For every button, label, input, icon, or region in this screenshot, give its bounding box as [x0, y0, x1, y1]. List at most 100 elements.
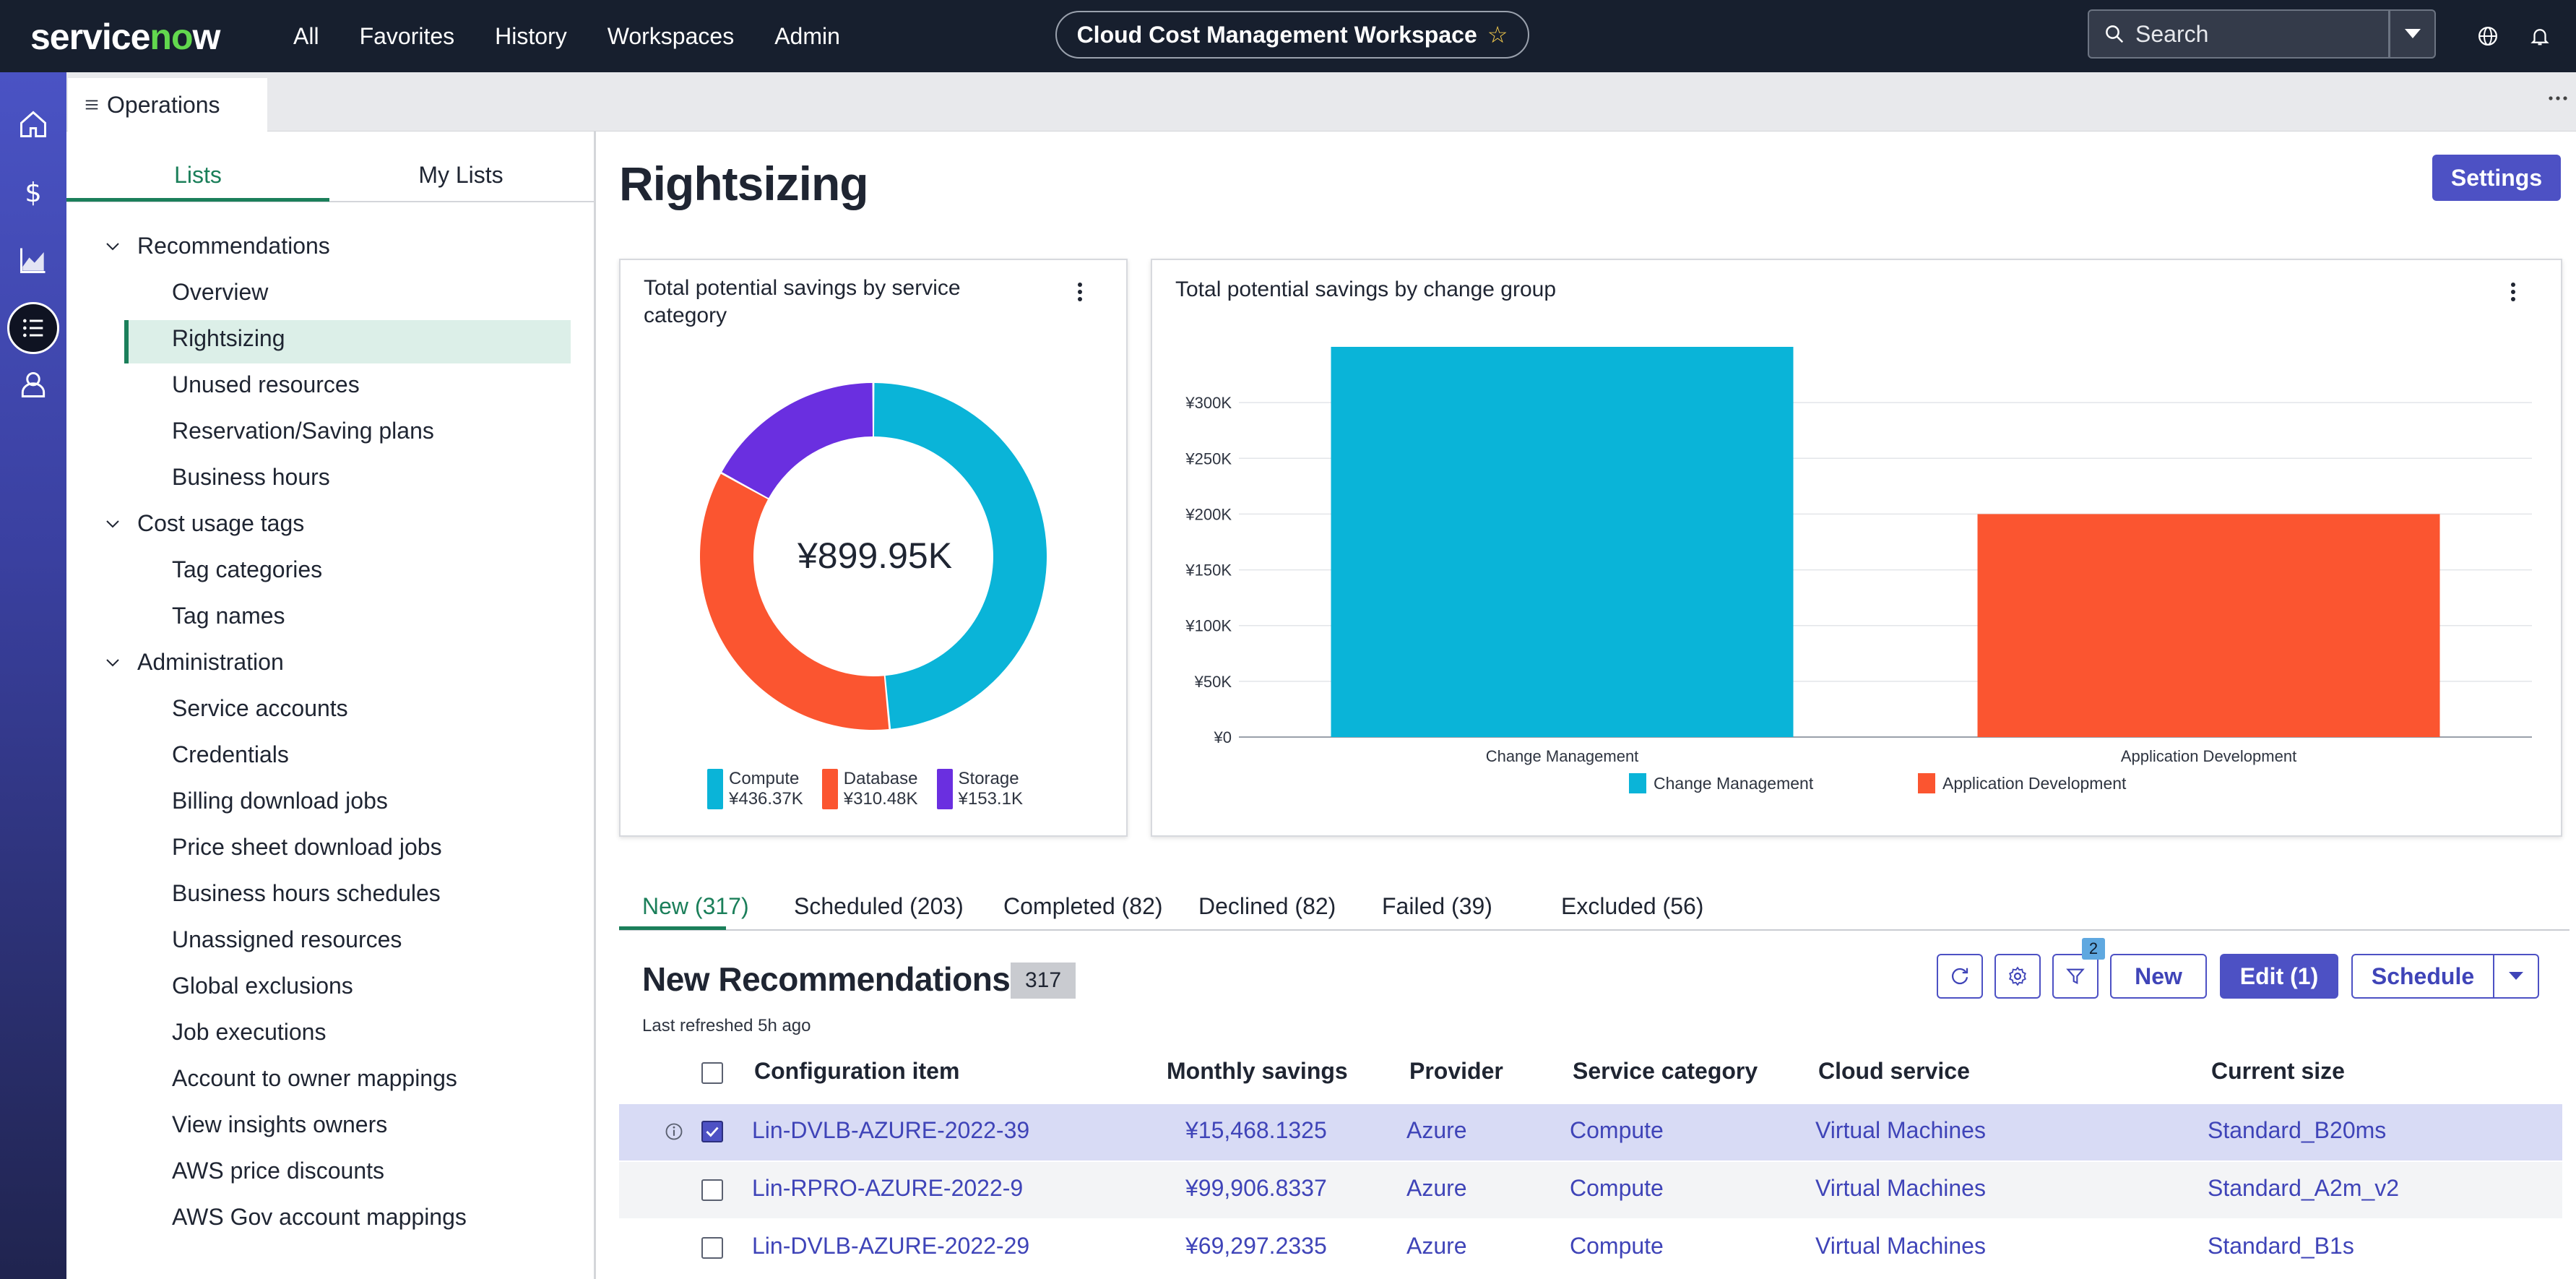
sidebar-item-aws-price-discounts[interactable]: AWS price discounts — [172, 1158, 385, 1184]
column-header-configuration-item[interactable]: Configuration item — [754, 1058, 960, 1084]
tab-operations[interactable]: Operations — [68, 78, 267, 132]
sidebar-item-overview[interactable]: Overview — [172, 279, 269, 305]
cell-provider[interactable]: Azure — [1406, 1233, 1467, 1259]
legend-item-compute[interactable]: Compute ¥436.37K — [707, 769, 803, 809]
list-settings-button[interactable] — [1994, 954, 2041, 999]
tab-lists[interactable]: Lists — [174, 162, 222, 188]
nav-all[interactable]: All — [293, 22, 319, 49]
tab-new[interactable]: New (317) — [642, 893, 749, 919]
globe-icon[interactable] — [2473, 22, 2502, 51]
column-header-monthly-savings[interactable]: Monthly savings — [1167, 1058, 1348, 1084]
sidebar-item-reservation-saving-plans[interactable]: Reservation/Saving plans — [172, 418, 434, 444]
bar-application-development[interactable] — [1977, 514, 2440, 737]
sidebar-item-unassigned-resources[interactable]: Unassigned resources — [172, 926, 402, 952]
donut-slice-storage[interactable] — [722, 383, 873, 499]
search-scope-dropdown[interactable] — [2390, 9, 2436, 59]
column-header-current-size[interactable]: Current size — [2211, 1058, 2345, 1084]
sidebar-item-account-to-owner-mappings[interactable]: Account to owner mappings — [172, 1065, 457, 1091]
user-icon[interactable] — [16, 367, 51, 402]
row-checkbox[interactable] — [701, 1121, 723, 1142]
sidebar-item-price-sheet-download-jobs[interactable]: Price sheet download jobs — [172, 834, 442, 860]
group-cost-usage-tags[interactable]: Cost usage tags — [104, 510, 304, 537]
column-header-provider[interactable]: Provider — [1409, 1058, 1503, 1084]
new-button[interactable]: New — [2110, 954, 2207, 999]
cell-configuration-item[interactable]: Lin-DVLB-AZURE-2022-29 — [752, 1233, 1030, 1259]
sidebar-item-tag-categories[interactable]: Tag categories — [172, 556, 323, 582]
bell-icon[interactable] — [2525, 22, 2554, 51]
cell-service-category[interactable]: Compute — [1570, 1175, 1664, 1201]
sidebar-item-aws-gov-account-mappings[interactable]: AWS Gov account mappings — [172, 1204, 467, 1230]
servicenow-logo[interactable]: servicenow — [30, 17, 220, 57]
cell-configuration-item[interactable]: Lin-DVLB-AZURE-2022-39 — [752, 1117, 1030, 1143]
tab-scheduled[interactable]: Scheduled (203) — [794, 893, 964, 919]
nav-favorites[interactable]: Favorites — [359, 22, 455, 49]
cell-current-size[interactable]: Standard_B20ms — [2208, 1117, 2387, 1143]
tab-declined[interactable]: Declined (82) — [1198, 893, 1336, 919]
cell-provider[interactable]: Azure — [1406, 1117, 1467, 1143]
schedule-options-dropdown[interactable] — [2493, 954, 2539, 999]
tab-failed[interactable]: Failed (39) — [1382, 893, 1492, 919]
list-icon[interactable] — [7, 302, 59, 354]
sidebar-item-business-hours-schedules[interactable]: Business hours schedules — [172, 880, 441, 906]
group-administration[interactable]: Administration — [104, 649, 284, 676]
sidebar-item-billing-download-jobs[interactable]: Billing download jobs — [172, 788, 388, 814]
schedule-button[interactable]: Schedule — [2351, 954, 2494, 999]
column-header-service-category[interactable]: Service category — [1573, 1058, 1758, 1084]
group-recommendations[interactable]: Recommendations — [104, 233, 330, 259]
legend-label[interactable]: Change Management — [1654, 774, 1814, 793]
sidebar-item-business-hours[interactable]: Business hours — [172, 464, 330, 490]
nav-admin[interactable]: Admin — [774, 22, 840, 49]
workspace-title-pill[interactable]: Cloud Cost Management Workspace ☆ — [1055, 11, 1529, 59]
cell-cloud-service[interactable]: Virtual Machines — [1815, 1117, 1986, 1143]
table-row[interactable]: Lin-DVLB-AZURE-2022-39 ¥15,468.1325 Azur… — [619, 1104, 2562, 1160]
legend-item-storage[interactable]: Storage ¥153.1K — [936, 769, 1023, 809]
search-input[interactable] — [2135, 20, 2367, 48]
select-all-checkbox[interactable] — [701, 1062, 723, 1084]
cell-provider[interactable]: Azure — [1406, 1175, 1467, 1201]
sidebar-item-service-accounts[interactable]: Service accounts — [172, 695, 348, 721]
bar-change-management[interactable] — [1331, 347, 1794, 737]
sidebar-item-global-exclusions[interactable]: Global exclusions — [172, 973, 353, 999]
cell-configuration-item[interactable]: Lin-RPRO-AZURE-2022-9 — [752, 1175, 1024, 1201]
legend-item-database[interactable]: Database ¥310.48K — [821, 769, 918, 809]
cell-cloud-service[interactable]: Virtual Machines — [1815, 1233, 1986, 1259]
refresh-button[interactable] — [1937, 954, 1983, 999]
sidebar-item-rightsizing[interactable]: Rightsizing — [172, 325, 285, 351]
tab-my-lists[interactable]: My Lists — [418, 162, 503, 188]
sidebar-item-credentials[interactable]: Credentials — [172, 741, 289, 767]
column-header-cloud-service[interactable]: Cloud service — [1818, 1058, 1970, 1084]
sidebar-item-view-insights-owners[interactable]: View insights owners — [172, 1111, 388, 1137]
legend-label[interactable]: Application Development — [1942, 774, 2127, 793]
kebab-menu-icon[interactable] — [2506, 277, 2520, 306]
cell-current-size[interactable]: Standard_A2m_v2 — [2208, 1175, 2400, 1201]
star-icon[interactable]: ☆ — [1487, 22, 1508, 48]
home-icon[interactable] — [16, 107, 51, 142]
cell-current-size[interactable]: Standard_B1s — [2208, 1233, 2354, 1259]
chart-icon[interactable] — [16, 243, 51, 277]
cell-cloud-service[interactable]: Virtual Machines — [1815, 1175, 1986, 1201]
more-icon[interactable] — [2547, 91, 2569, 109]
edit-button[interactable]: Edit (1) — [2220, 954, 2338, 999]
dollar-icon[interactable]: $ — [16, 175, 51, 210]
legend-swatch[interactable] — [1629, 773, 1646, 793]
table-row[interactable]: Lin-RPRO-AZURE-2022-9 ¥99,906.8337 Azure… — [619, 1162, 2562, 1218]
nav-history[interactable]: History — [495, 22, 567, 49]
info-icon[interactable] — [664, 1121, 684, 1142]
cell-service-category[interactable]: Compute — [1570, 1117, 1664, 1143]
cell-service-category[interactable]: Compute — [1570, 1233, 1664, 1259]
legend-swatch[interactable] — [1918, 773, 1935, 793]
sidebar-item-unused-resources[interactable]: Unused resources — [172, 371, 360, 397]
table-row[interactable]: Lin-DVLB-AZURE-2022-29 ¥69,297.2335 Azur… — [619, 1220, 2562, 1276]
donut-slice-database[interactable] — [700, 473, 889, 730]
donut-slice-compute[interactable] — [873, 383, 1047, 729]
sidebar-item-tag-names[interactable]: Tag names — [172, 603, 285, 629]
row-checkbox[interactable] — [701, 1237, 723, 1259]
sidebar-item-job-executions[interactable]: Job executions — [172, 1019, 327, 1045]
tab-excluded[interactable]: Excluded (56) — [1561, 893, 1704, 919]
tab-completed[interactable]: Completed (82) — [1003, 893, 1163, 919]
nav-workspaces[interactable]: Workspaces — [607, 22, 735, 49]
row-checkbox[interactable] — [701, 1179, 723, 1201]
kebab-menu-icon[interactable] — [1073, 277, 1087, 306]
settings-button[interactable]: Settings — [2432, 155, 2561, 201]
filter-button[interactable] — [2052, 954, 2099, 999]
